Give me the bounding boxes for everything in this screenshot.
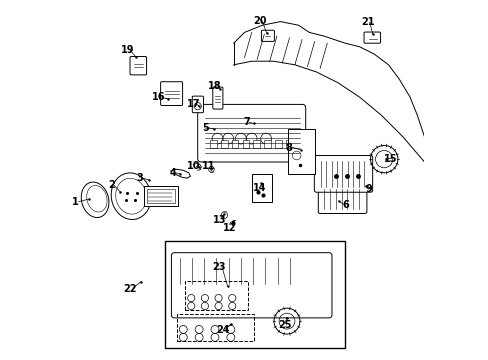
- Text: 3: 3: [137, 173, 143, 183]
- Text: 8: 8: [285, 143, 291, 153]
- Bar: [251, 174, 271, 202]
- Text: 6: 6: [341, 200, 348, 210]
- Bar: [275, 140, 281, 148]
- FancyBboxPatch shape: [192, 96, 203, 113]
- Text: 4: 4: [169, 168, 176, 178]
- Bar: [210, 140, 216, 148]
- Text: 19: 19: [121, 45, 134, 55]
- FancyBboxPatch shape: [318, 184, 366, 213]
- FancyBboxPatch shape: [171, 253, 331, 318]
- Text: 12: 12: [223, 222, 236, 233]
- Text: 17: 17: [186, 99, 200, 109]
- Text: 14: 14: [252, 183, 266, 193]
- Bar: [165, 241, 345, 348]
- FancyBboxPatch shape: [212, 87, 223, 109]
- Text: 23: 23: [212, 262, 225, 272]
- Text: 16: 16: [152, 92, 165, 102]
- Text: 10: 10: [186, 161, 200, 171]
- Text: 9: 9: [365, 184, 371, 194]
- Text: 2: 2: [108, 180, 115, 190]
- Text: 21: 21: [360, 17, 374, 27]
- FancyBboxPatch shape: [261, 30, 274, 41]
- FancyBboxPatch shape: [130, 57, 146, 75]
- Text: 7: 7: [243, 117, 249, 127]
- FancyBboxPatch shape: [160, 82, 182, 105]
- Text: 15: 15: [383, 154, 396, 164]
- Bar: [221, 140, 227, 148]
- Text: 11: 11: [202, 161, 215, 171]
- Text: 18: 18: [208, 81, 222, 91]
- Bar: [231, 140, 238, 148]
- FancyBboxPatch shape: [314, 156, 372, 192]
- FancyBboxPatch shape: [363, 32, 380, 43]
- Bar: [253, 140, 260, 148]
- Bar: [242, 140, 249, 148]
- Text: 1: 1: [72, 197, 79, 207]
- Bar: [185, 281, 247, 310]
- Text: 22: 22: [123, 284, 137, 294]
- Bar: [146, 189, 174, 203]
- Bar: [177, 314, 254, 341]
- Text: 5: 5: [202, 123, 208, 133]
- Bar: [285, 140, 292, 148]
- Text: 24: 24: [216, 325, 229, 336]
- Text: 25: 25: [278, 320, 291, 330]
- Text: 13: 13: [212, 215, 225, 225]
- Bar: [143, 186, 178, 206]
- Bar: [288, 129, 315, 174]
- Text: 20: 20: [252, 16, 266, 26]
- FancyBboxPatch shape: [197, 104, 305, 162]
- Bar: [264, 140, 270, 148]
